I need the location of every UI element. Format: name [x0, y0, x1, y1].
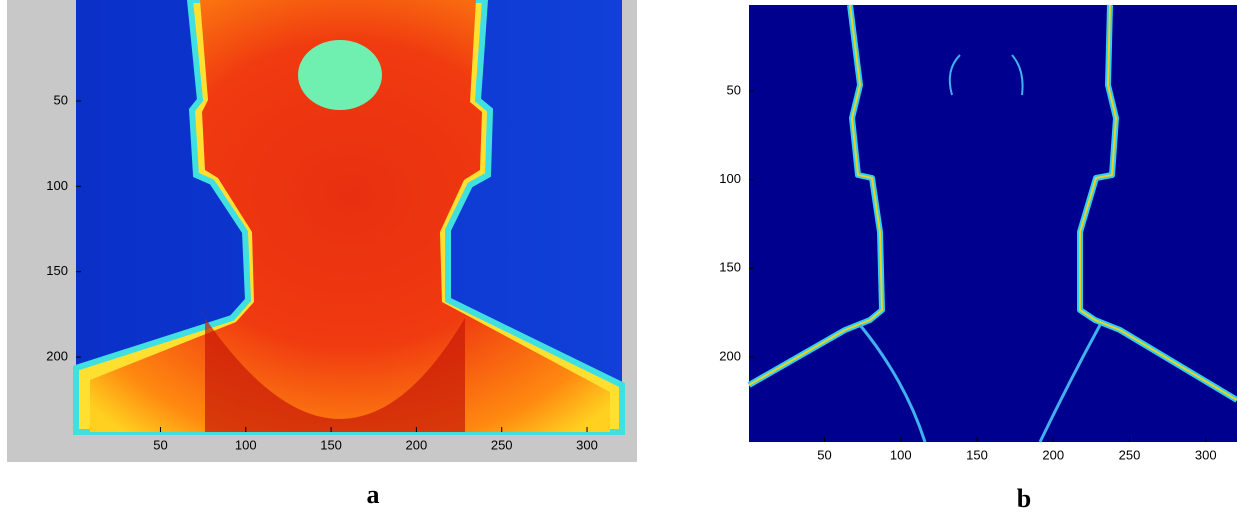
x-tick-label: 250 [1119, 447, 1141, 462]
x-tick-label: 100 [235, 437, 257, 452]
x-tick-label: 50 [817, 447, 831, 462]
x-tick-label: 300 [576, 437, 598, 452]
caption: b [1017, 484, 1031, 513]
x-tick-label: 100 [890, 447, 912, 462]
x-tick-label: 50 [153, 437, 167, 452]
y-tick-label: 200 [46, 348, 68, 363]
x-tick-label: 150 [320, 437, 342, 452]
y-tick-label: 200 [719, 348, 741, 363]
y-tick-label: 50 [54, 92, 68, 107]
nose [298, 40, 382, 110]
page: a b 50 100 150 200 250 300 50 100 150 200 50 100 150… [0, 0, 1237, 519]
y-tick-label: 150 [46, 263, 68, 278]
x-tick-label: 250 [491, 437, 513, 452]
figure: a b 50 100 150 200 250 300 50 100 150 200 50 100 150… [0, 0, 1237, 519]
x-tick-label: 200 [1042, 447, 1064, 462]
x-tick-label: 300 [1195, 447, 1217, 462]
edge-image [749, 5, 1237, 442]
y-tick-label: 150 [719, 260, 741, 275]
x-tick-label: 150 [966, 447, 988, 462]
y-tick-label: 100 [719, 171, 741, 186]
y-tick-label: 100 [46, 178, 68, 193]
x-tick-label: 200 [406, 437, 428, 452]
caption: a [367, 480, 380, 509]
y-tick-label: 50 [727, 82, 741, 97]
